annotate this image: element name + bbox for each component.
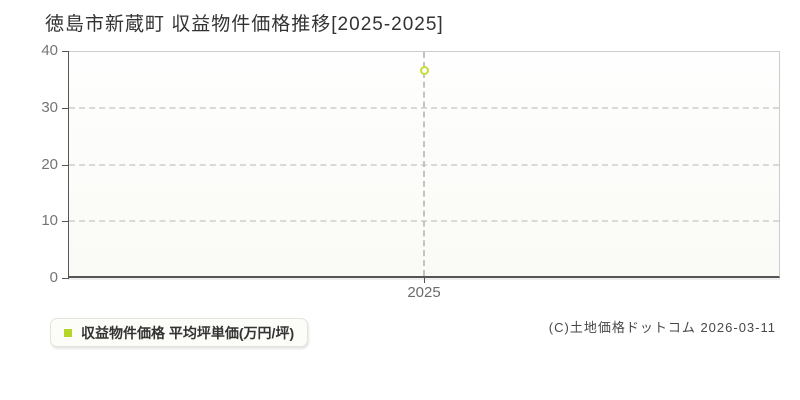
y-tick-label: 20 (41, 155, 58, 173)
y-axis-tick (62, 107, 69, 109)
legend-marker-icon (64, 328, 72, 337)
x-tick-label: 2025 (407, 284, 441, 301)
y-tick-label: 10 (41, 212, 58, 230)
y-tick-label: 40 (41, 42, 58, 59)
data-point[interactable] (419, 65, 429, 75)
y-tick-label: 0 (49, 269, 58, 286)
y-axis-tick (62, 221, 69, 223)
y-axis-tick (62, 51, 69, 52)
legend: 収益物件価格 平均坪単価(万円/坪) (50, 318, 309, 347)
chart-title: 徳島市新蔵町 収益物件価格推移[2025-2025] (45, 14, 444, 35)
y-axis-tick (62, 164, 69, 166)
y-tick-label: 30 (41, 98, 58, 116)
y-axis-tick (62, 278, 69, 279)
copyright-text: (C)土地価格ドットコム 2026-03-11 (548, 320, 776, 335)
gridline-x-2025 (423, 52, 425, 276)
legend-label: 収益物件価格 平均坪単価(万円/坪) (81, 324, 295, 341)
x-axis-tick (424, 278, 425, 283)
